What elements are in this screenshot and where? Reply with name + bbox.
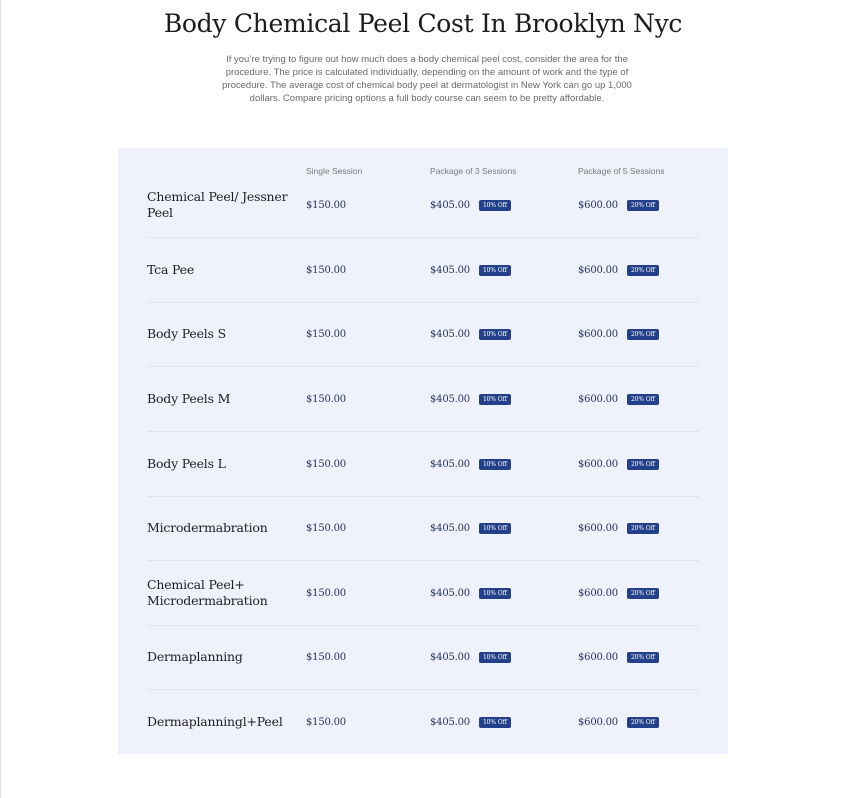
service-name: Chemical Peel/ Jessner Peel (147, 189, 288, 220)
discount-badge-10: 10% Off (478, 716, 511, 728)
single-price-value: $150.00 (306, 328, 346, 340)
single-price-value: $150.00 (306, 587, 346, 599)
discount-badge-20: 20% Off (626, 264, 659, 276)
discount-badge-10: 10% Off (478, 264, 511, 276)
service-name: Dermaplanning (147, 649, 243, 664)
single-price: $150.00 (306, 690, 346, 754)
package-5-price: $600.00 20% Off (578, 496, 659, 560)
package-3-price-value: $405.00 (430, 264, 470, 276)
header-package-3: Package of 3 Sessions (430, 166, 517, 176)
discount-badge-20: 20% Off (626, 522, 659, 534)
service-name: Microdermabration (147, 520, 268, 535)
discount-badge-10: 10% Off (478, 328, 511, 340)
service-name: Body Peels S (147, 326, 226, 341)
single-price: $150.00 (306, 496, 346, 560)
header-single-session: Single Session (306, 166, 363, 176)
package-5-price-value: $600.00 (578, 393, 618, 405)
discount-badge-10: 10% Off (478, 393, 511, 405)
discount-badge-20: 20% Off (626, 328, 659, 340)
discount-badge-10: 10% Off (478, 587, 511, 599)
package-3-price-value: $405.00 (430, 393, 470, 405)
package-5-price-value: $600.00 (578, 264, 618, 276)
service-name: Dermaplanningl+Peel (147, 714, 283, 729)
table-row: Body Peels S $150.00 $405.00 10% Off $600… (147, 302, 699, 367)
package-5-price: $600.00 20% Off (578, 238, 659, 302)
package-5-price-value: $600.00 (578, 587, 618, 599)
single-price: $150.00 (306, 432, 346, 496)
package-3-price-value: $405.00 (430, 522, 470, 534)
discount-badge-20: 20% Off (626, 716, 659, 728)
package-3-price: $405.00 10% Off (430, 690, 511, 754)
package-3-price: $405.00 10% Off (430, 238, 511, 302)
discount-badge-20: 20% Off (626, 393, 659, 405)
discount-badge-20: 20% Off (626, 458, 659, 470)
package-5-price-value: $600.00 (578, 328, 618, 340)
package-3-price-value: $405.00 (430, 328, 470, 340)
single-price: $150.00 (306, 173, 346, 237)
single-price: $150.00 (306, 625, 346, 689)
table-row: Tca Pee $150.00 $405.00 10% Off $600.00 20… (147, 238, 699, 303)
package-5-price-value: $600.00 (578, 458, 618, 470)
table-row: Chemical Peel+ Microdermabration $150.00… (147, 561, 699, 626)
discount-badge-20: 20% Off (626, 651, 659, 663)
package-3-price: $405.00 10% Off (430, 496, 511, 560)
discount-badge-10: 10% Off (478, 458, 511, 470)
package-3-price-value: $405.00 (430, 458, 470, 470)
package-3-price-value: $405.00 (430, 199, 470, 211)
single-price-value: $150.00 (306, 522, 346, 534)
header-package-5: Package of 5 Sessions (578, 166, 665, 176)
package-3-price: $405.00 10% Off (430, 561, 511, 625)
single-price: $150.00 (306, 238, 346, 302)
single-price: $150.00 (306, 561, 346, 625)
table-row: Chemical Peel/ Jessner Peel $150.00 $405… (147, 173, 699, 238)
discount-badge-10: 10% Off (478, 522, 511, 534)
service-name: Body Peels L (147, 456, 226, 471)
single-price-value: $150.00 (306, 651, 346, 663)
single-price-value: $150.00 (306, 264, 346, 276)
service-name: Chemical Peel+ Microdermabration (147, 577, 268, 608)
single-price-value: $150.00 (306, 716, 346, 728)
package-5-price: $600.00 20% Off (578, 367, 659, 431)
package-3-price: $405.00 10% Off (430, 173, 511, 237)
package-5-price: $600.00 20% Off (578, 302, 659, 366)
discount-badge-10: 10% Off (478, 651, 511, 663)
service-name: Tca Pee (147, 262, 195, 277)
package-3-price: $405.00 10% Off (430, 302, 511, 366)
package-3-price: $405.00 10% Off (430, 625, 511, 689)
package-3-price-value: $405.00 (430, 587, 470, 599)
single-price-value: $150.00 (306, 199, 346, 211)
package-3-price-value: $405.00 (430, 651, 470, 663)
package-5-price-value: $600.00 (578, 522, 618, 534)
page-title: Body Chemical Peel Cost In Brooklyn Nyc (163, 9, 683, 38)
table-row: Dermaplanning $150.00 $405.00 10% Off $60… (147, 625, 699, 690)
page-left-border (0, 0, 1, 798)
single-price-value: $150.00 (306, 458, 346, 470)
package-3-price: $405.00 10% Off (430, 432, 511, 496)
package-5-price: $600.00 20% Off (578, 432, 659, 496)
discount-badge-20: 20% Off (626, 199, 659, 211)
single-price: $150.00 (306, 302, 346, 366)
package-5-price-value: $600.00 (578, 199, 618, 211)
package-5-price: $600.00 20% Off (578, 561, 659, 625)
package-5-price: $600.00 20% Off (578, 690, 659, 754)
single-price: $150.00 (306, 367, 346, 431)
table-row: Body Peels M $150.00 $405.00 10% Off $600… (147, 367, 699, 432)
package-5-price-value: $600.00 (578, 651, 618, 663)
discount-badge-20: 20% Off (626, 587, 659, 599)
package-3-price: $405.00 10% Off (430, 367, 511, 431)
single-price-value: $150.00 (306, 393, 346, 405)
package-5-price: $600.00 20% Off (578, 173, 659, 237)
service-name: Body Peels M (147, 391, 231, 406)
package-3-price-value: $405.00 (430, 716, 470, 728)
package-5-price: $600.00 20% Off (578, 625, 659, 689)
intro-paragraph: If you’re trying to figure out how much … (222, 54, 632, 104)
table-row: Body Peels L $150.00 $405.00 10% Off $600… (147, 432, 699, 497)
pricing-table: Single Session Package of 3 Sessions Pac… (118, 148, 728, 754)
table-row: Microdermabration $150.00 $405.00 10% Off… (147, 496, 699, 561)
discount-badge-10: 10% Off (478, 199, 511, 211)
package-5-price-value: $600.00 (578, 716, 618, 728)
table-row: Dermaplanningl+Peel $150.00 $405.00 10% O… (147, 690, 699, 754)
